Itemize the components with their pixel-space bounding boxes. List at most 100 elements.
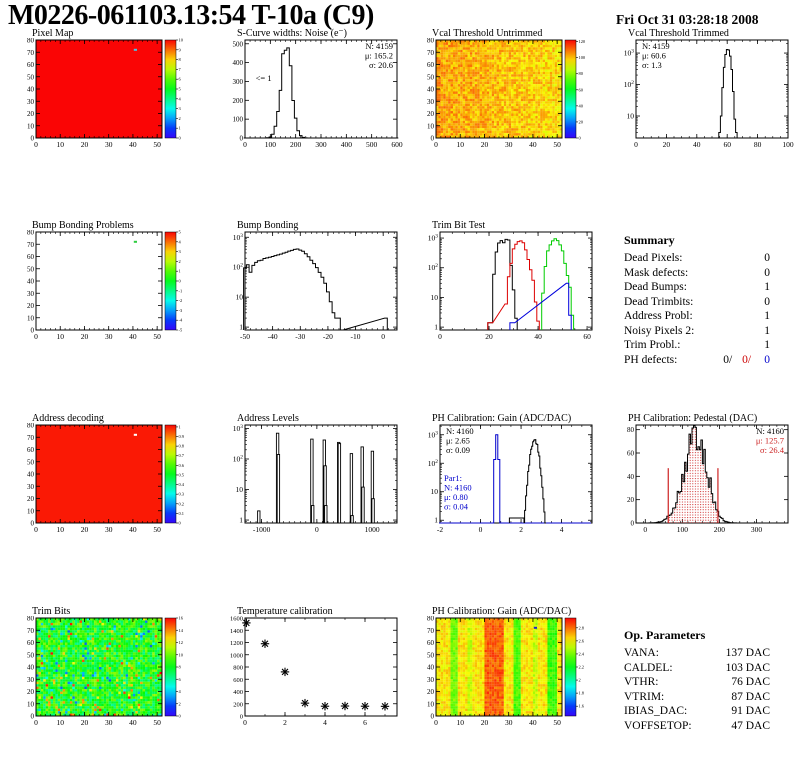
svg-text:-30: -30 [295, 332, 305, 341]
svg-text:102: 102 [428, 459, 439, 468]
svg-text:0: 0 [631, 520, 635, 528]
svg-text:40: 40 [27, 278, 35, 286]
svg-text:-2: -2 [437, 525, 443, 534]
summary-value: 1 [764, 339, 770, 351]
summary-label: Dead Pixels: [624, 252, 683, 264]
panel-address-decoding: Address decoding 0 10 20 30 40 50 0 10 20 30 40 50 6… [10, 413, 200, 547]
svg-text:μ: 2.65: μ: 2.65 [446, 436, 470, 446]
svg-text:N: 4160: N: 4160 [756, 426, 784, 436]
op-parameter-row: IBIAS_DAC: 91 DAC [624, 704, 770, 719]
svg-text:-1000: -1000 [253, 525, 271, 534]
svg-text:μ: 0.80: μ: 0.80 [444, 492, 468, 502]
svg-text:102: 102 [233, 263, 244, 272]
summary-row: Dead Trimbits: 0 [624, 295, 770, 310]
trim-bit-test-chart: 0 20 40 60 1 10 102 103 [428, 231, 593, 341]
op-parameter-row: VANA: 137 DAC [624, 646, 770, 661]
svg-text:40: 40 [27, 86, 35, 94]
svg-text:10: 10 [27, 314, 35, 322]
svg-text:20: 20 [27, 495, 35, 503]
svg-text:400: 400 [341, 140, 353, 149]
svg-text:0.9: 0.9 [179, 434, 185, 439]
svg-text:40: 40 [427, 86, 435, 94]
svg-text:200: 200 [290, 140, 302, 149]
op-parameter-value: 87 DAC [731, 690, 770, 703]
panel-bump-bonding: Bump Bonding -50 -40 -30 -20 -10 0 1 10 102 103 [215, 220, 405, 354]
svg-text:σ: 0.09: σ: 0.09 [446, 445, 470, 455]
address-decoding-chart: 0 10 20 30 40 50 0 10 20 30 40 50 60 70 80 0 0.1 0.2 0.3 0.… [27, 423, 185, 534]
svg-text:20: 20 [27, 110, 35, 118]
svg-text:20: 20 [81, 332, 89, 341]
svg-text:9: 9 [179, 47, 182, 52]
panel-address-levels: Address Levels -1000 0 1000 1 10 102 103 [215, 413, 405, 547]
svg-text:80: 80 [427, 38, 435, 45]
op-parameters-panel: Op. Parameters VANA: 137 DAC CALDEL: 103 D… [624, 628, 770, 733]
svg-text:0: 0 [179, 136, 182, 141]
svg-text:60: 60 [627, 450, 635, 458]
svg-text:50: 50 [153, 525, 161, 534]
svg-text:80: 80 [27, 423, 35, 430]
svg-text:10: 10 [27, 122, 35, 130]
svg-text:50: 50 [27, 265, 35, 273]
svg-text:100: 100 [233, 116, 244, 124]
svg-text:μ: 125.7: μ: 125.7 [756, 436, 784, 446]
svg-text:-5: -5 [179, 328, 183, 333]
svg-text:0: 0 [179, 279, 182, 284]
svg-text:1: 1 [239, 323, 243, 332]
svg-text:103: 103 [233, 424, 244, 433]
svg-text:1: 1 [434, 516, 438, 525]
svg-text:30: 30 [27, 98, 35, 106]
svg-text:70: 70 [427, 49, 435, 57]
svg-text:Par1:: Par1: [444, 473, 462, 483]
op-parameter-row: CALDEL: 103 DAC [624, 661, 770, 676]
summary-panel: Summary Dead Pixels: 0 Mask defects: 0 Dea… [624, 233, 770, 367]
svg-text:20: 20 [485, 332, 493, 341]
svg-text:20: 20 [481, 140, 489, 149]
op-parameter-label: VTHR: [624, 676, 659, 688]
svg-text:0: 0 [381, 332, 385, 341]
svg-text:500: 500 [366, 140, 378, 149]
op-parameter-row: VOFFSETOP: 47 DAC [624, 719, 770, 734]
svg-text:-2: -2 [179, 298, 183, 303]
svg-text:20: 20 [427, 110, 435, 118]
panel-ph-gain-hist: PH Calibration: Gain (ADC/DAC) -2 0 2 4 1 10 1… [410, 413, 600, 547]
svg-text:20: 20 [81, 140, 89, 149]
svg-text:-4: -4 [179, 318, 183, 323]
page-title: M0226-061103.13:54 T-10a (C9) [8, 0, 374, 31]
svg-text:σ: 26.4: σ: 26.4 [760, 445, 785, 455]
summary-label: Dead Trimbits: [624, 295, 694, 308]
op-parameter-label: VOFFSETOP: [624, 719, 692, 732]
svg-text:0: 0 [643, 525, 647, 534]
svg-text:100: 100 [677, 525, 689, 534]
panel-scurve-noise: S-Curve widths: Noise (e⁻) 0 100 200 300 400… [215, 28, 405, 162]
svg-text:0.8: 0.8 [179, 444, 185, 449]
chart-title: Pixel Map [32, 28, 74, 39]
summary-row: Trim Probl.: 1 [624, 338, 770, 353]
svg-text:100: 100 [579, 55, 586, 60]
svg-text:0: 0 [315, 525, 319, 534]
op-parameters-title: Op. Parameters [624, 628, 706, 642]
svg-text:10: 10 [236, 485, 244, 494]
svg-text:300: 300 [233, 78, 244, 86]
svg-text:300: 300 [751, 525, 763, 534]
svg-text:σ: 1.3: σ: 1.3 [642, 60, 662, 70]
svg-text:100: 100 [782, 140, 794, 149]
svg-text:0: 0 [579, 136, 582, 141]
summary-label: PH defects: [624, 353, 678, 366]
panel-ph-gain-map: PH Calibration: Gain (ADC/DAC) 0 10 20 30 40… [410, 606, 600, 740]
svg-text:103: 103 [428, 430, 439, 439]
summary-value: 0 [764, 295, 770, 308]
svg-text:0: 0 [243, 140, 247, 149]
svg-text:20: 20 [27, 302, 35, 310]
summary-value: 1 [764, 310, 770, 322]
svg-text:30: 30 [27, 290, 35, 298]
svg-text:σ: 20.6: σ: 20.6 [369, 60, 393, 70]
chart-title: Bump Bonding [237, 220, 299, 231]
svg-text:30: 30 [27, 483, 35, 491]
ph-defects-value-blue: 0 [764, 353, 770, 366]
svg-text:102: 102 [624, 80, 635, 89]
svg-text:40: 40 [579, 103, 584, 108]
pixel-map-chart: 0 10 20 30 40 50 0 10 20 30 40 50 60 70 80 0 1 2 3 4 5 6 7 8 9 10 [27, 38, 184, 149]
